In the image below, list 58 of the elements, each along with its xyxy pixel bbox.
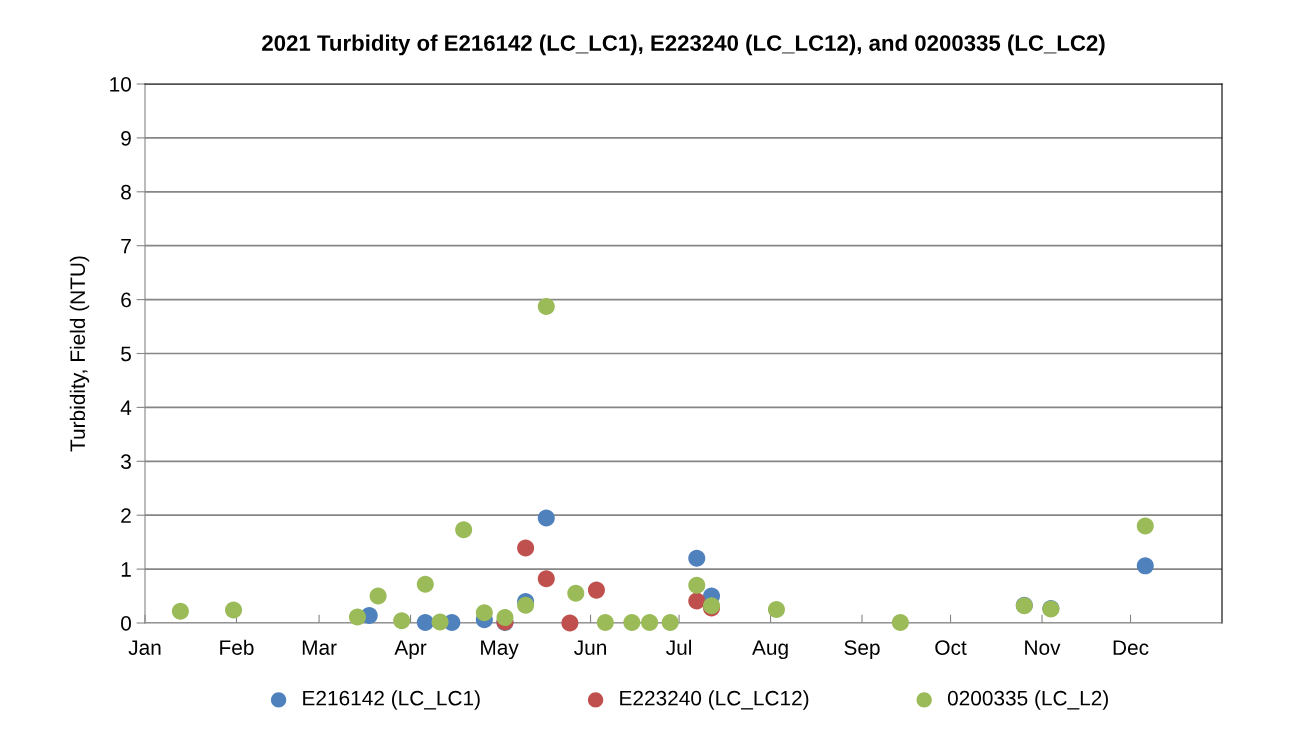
point (537, 570, 555, 588)
point (596, 613, 614, 631)
point (641, 613, 659, 631)
y-tick-label: 8 (121, 184, 131, 200)
legend-label: E216142 (LC_LC1) (303, 690, 480, 710)
point (393, 612, 411, 630)
point (688, 592, 706, 610)
point (517, 596, 535, 614)
x-tick-label: May (481, 640, 519, 660)
point (348, 608, 366, 626)
point (688, 549, 706, 567)
point (567, 584, 585, 602)
legend-label: E223240 (LC_LC12) (620, 690, 809, 710)
point (661, 613, 679, 631)
x-tick-label: Apr (394, 640, 427, 660)
point (431, 613, 449, 631)
y-tick-label: 10 (110, 77, 131, 92)
point (587, 581, 605, 599)
x-tick-label: Feb (220, 639, 254, 655)
x-tick-label: Dec (1113, 640, 1149, 655)
x-tick-label: Jul (666, 639, 691, 655)
y-axis-title: Turbidity, Field (NTU) (69, 256, 90, 452)
x-tick-label: Jun (574, 640, 606, 655)
legend-label: 0200335 (LC_L2) (947, 690, 1108, 710)
point (455, 521, 473, 539)
x-tick-label: Mar (302, 640, 337, 655)
point (767, 601, 785, 619)
point (416, 613, 434, 631)
point (537, 509, 555, 527)
point (1136, 557, 1154, 575)
point (496, 609, 514, 627)
chart-title: 2021 Turbidity of E216142 (LC_LC1), E223240 (LC_LC12), and 0200335 (LC_LC2) (262, 34, 1105, 56)
y-tick-label: 5 (121, 346, 131, 362)
x-tick-label: Aug (752, 640, 788, 660)
point (475, 604, 493, 622)
point (688, 576, 706, 594)
y-tick-label: 0 (121, 616, 131, 631)
y-tick-label: 3 (121, 454, 131, 470)
point (171, 602, 189, 620)
y-tick-label: 9 (121, 130, 131, 146)
x-tick-label: Jan (128, 640, 161, 655)
y-tick-label: 2 (121, 508, 131, 523)
y-tick-label: 6 (121, 292, 131, 308)
x-tick-label: Nov (1025, 640, 1061, 655)
point (416, 575, 434, 593)
y-tick-label: 4 (120, 400, 132, 415)
x-tick-label: Sep (844, 640, 880, 660)
point (561, 614, 579, 632)
point (1136, 517, 1154, 535)
point (537, 298, 555, 316)
x-tick-label: Oct (935, 640, 967, 655)
point (517, 539, 535, 557)
point (623, 613, 641, 631)
point (369, 587, 387, 605)
point (891, 613, 909, 631)
y-tick-label: 1 (121, 562, 131, 577)
y-tick-label: 7 (121, 238, 131, 254)
point (225, 601, 243, 619)
